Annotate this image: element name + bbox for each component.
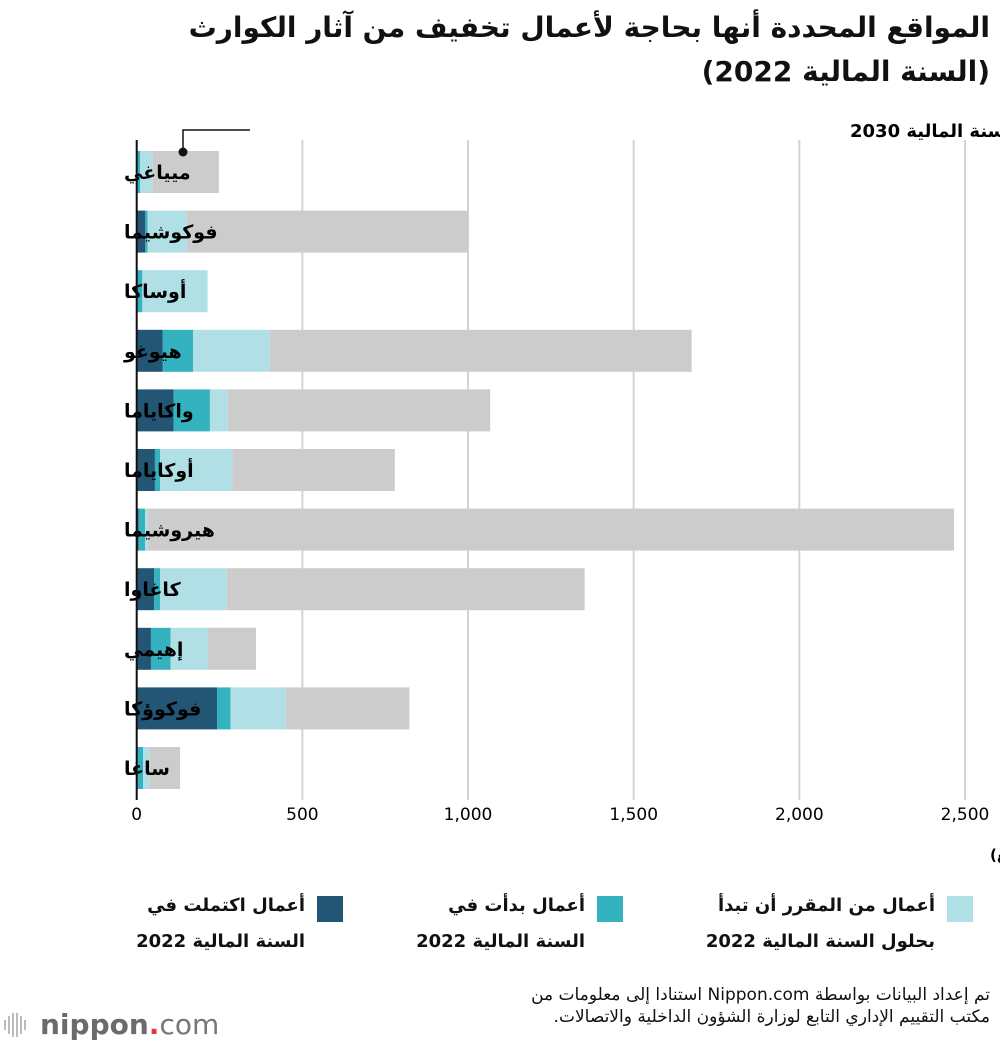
source-line-1: تم إعداد البيانات بواسطة Nippon.com استن… [531, 985, 990, 1005]
bar-segment [147, 210, 187, 253]
bar-segment [285, 687, 410, 730]
bar-segment [193, 329, 270, 372]
bar-segment [136, 270, 143, 313]
annotation-dot [178, 147, 188, 157]
bar-segment [136, 687, 218, 730]
legend-item: أعمال من المقرر أن تبدأ بحلول السنة المال… [705, 888, 973, 960]
category-label: واكاياما [124, 400, 194, 422]
bar-segment [162, 329, 194, 372]
legend-label-1: أعمال من المقرر أن تبدأ [717, 895, 935, 916]
legend-swatch [317, 896, 343, 922]
bar-segment [136, 389, 174, 432]
bar-segment [227, 389, 491, 432]
bar-segment [142, 270, 208, 313]
bar-segment [209, 389, 228, 432]
bar-segment [207, 627, 256, 670]
category-label: فوكوؤكا [124, 698, 201, 720]
bar-segment [160, 449, 233, 491]
category-label: هيوغو [123, 341, 182, 363]
bar-segment [230, 687, 286, 730]
bar-segment [186, 210, 469, 253]
bar-segment [232, 449, 395, 491]
legend-label-2: السنة المالية 2022 [416, 931, 585, 952]
source-line-2: مكتب التقييم الإداري التابع لوزارة الشؤو… [553, 1007, 990, 1027]
bar-segment [145, 210, 148, 253]
x-tick-label: 500 [286, 805, 318, 825]
category-label: هيروشيما [124, 520, 215, 542]
legend-label-2: بحلول السنة المالية 2022 [705, 931, 935, 952]
annotation: أعمال من غير المتوقع أن تبدأ بحلول السنة… [178, 119, 1000, 157]
legend-label-2: السنة المالية 2022 [136, 931, 305, 952]
legend-item: أعمال اكتملت في السنة المالية 2022 [136, 888, 343, 960]
bar-segment [142, 747, 150, 789]
x-tick-label: 1,500 [609, 805, 658, 825]
bar-segment [136, 449, 155, 491]
legend-label-1: أعمال اكتملت في [147, 895, 305, 916]
bar-segment [160, 568, 227, 611]
chart-title: المواقع المحددة أنها بحاجة لأعمال تخفيف … [10, 6, 990, 94]
bar-chart: ميياغي فوكوشيما أوساكا هيوغو واكاياما أوكايام… [123, 119, 1000, 864]
category-label: إهيمي [124, 639, 183, 661]
nippon-logo: nippon.com [4, 1008, 219, 1041]
bar-segment [136, 329, 163, 372]
bar-segment [154, 449, 161, 491]
x-tick-label: 1,000 [444, 805, 493, 825]
bar-segment [217, 687, 231, 730]
bar-segment [136, 210, 146, 253]
legend-label-1: أعمال بدأت في [448, 895, 585, 916]
bar-segment [150, 627, 171, 670]
bar-segment [136, 627, 151, 670]
source-note: تم إعداد البيانات بواسطة Nippon.com استن… [290, 984, 990, 1028]
logo-text: nippon.com [40, 1008, 220, 1041]
bar-segment [149, 747, 181, 789]
x-tick-label: 2,000 [775, 805, 824, 825]
title-line-1: المواقع المحددة أنها بحاجة لأعمال تخفيف … [188, 11, 990, 44]
bar-segment [269, 329, 692, 372]
bar-segment [144, 508, 148, 551]
category-label: ميياغي [124, 162, 191, 184]
annotation-leader-line [182, 129, 250, 152]
category-label: أوساكا [124, 279, 186, 303]
category-label: كاغاوا [124, 579, 182, 601]
x-tick-label: 2,500 [941, 805, 990, 825]
legend-swatch [947, 896, 973, 922]
title-line-2: (السنة المالية 2022) [701, 55, 990, 88]
bar-segment [136, 151, 141, 193]
legend-item: أعمال بدأت في السنة المالية 2022 [416, 888, 623, 960]
bar-segment [170, 627, 208, 670]
bar-segment [147, 508, 955, 551]
bar-segment [138, 508, 145, 551]
annotation-text: أعمال من غير المتوقع أن تبدأ بحلول السنة… [850, 119, 1000, 142]
bar-segment [152, 151, 219, 193]
legend-swatch [597, 896, 623, 922]
bar-segment [136, 747, 143, 789]
logo-bars-icon [4, 1012, 26, 1037]
bar-segment [136, 568, 155, 611]
x-tick-label: 0 [131, 805, 142, 825]
bar-segment [140, 151, 153, 193]
bar-segment [173, 389, 210, 432]
bar-segment [226, 568, 585, 611]
category-label: ساغا [124, 758, 170, 780]
x-axis-label: (عدد المواقع) [990, 846, 1000, 864]
category-label: فوكوشيما [124, 222, 218, 244]
category-label: أوكاياما [124, 458, 194, 482]
bar-segment [154, 568, 161, 611]
